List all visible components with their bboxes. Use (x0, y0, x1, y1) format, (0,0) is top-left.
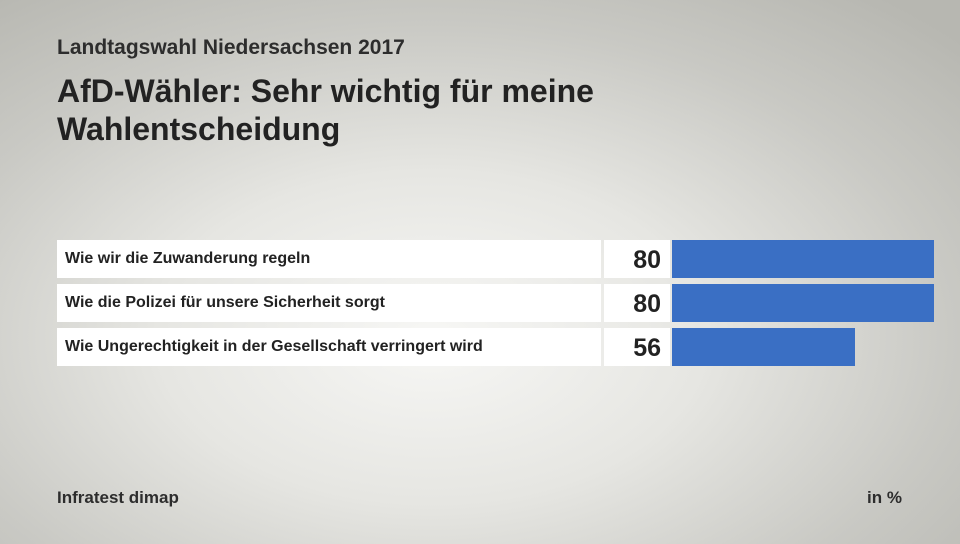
value-label: 56 (604, 328, 670, 366)
chart-subtitle: Landtagswahl Niedersachsen 2017 (57, 36, 405, 59)
value-label: 80 (604, 284, 670, 322)
category-label: Wie wir die Zuwanderung regeln (57, 240, 601, 278)
bar (672, 284, 934, 322)
category-label: Wie die Polizei für unsere Sicherheit so… (57, 284, 601, 322)
unit-label: in % (867, 488, 902, 507)
category-label: Wie Ungerechtigkeit in der Gesellschaft … (57, 328, 601, 366)
chart-title: AfD-Wähler: Sehr wichtig für meine Wahle… (57, 73, 594, 147)
value-label: 80 (604, 240, 670, 278)
bar (672, 240, 934, 278)
bar (672, 328, 855, 366)
source-label: Infratest dimap (57, 488, 179, 507)
